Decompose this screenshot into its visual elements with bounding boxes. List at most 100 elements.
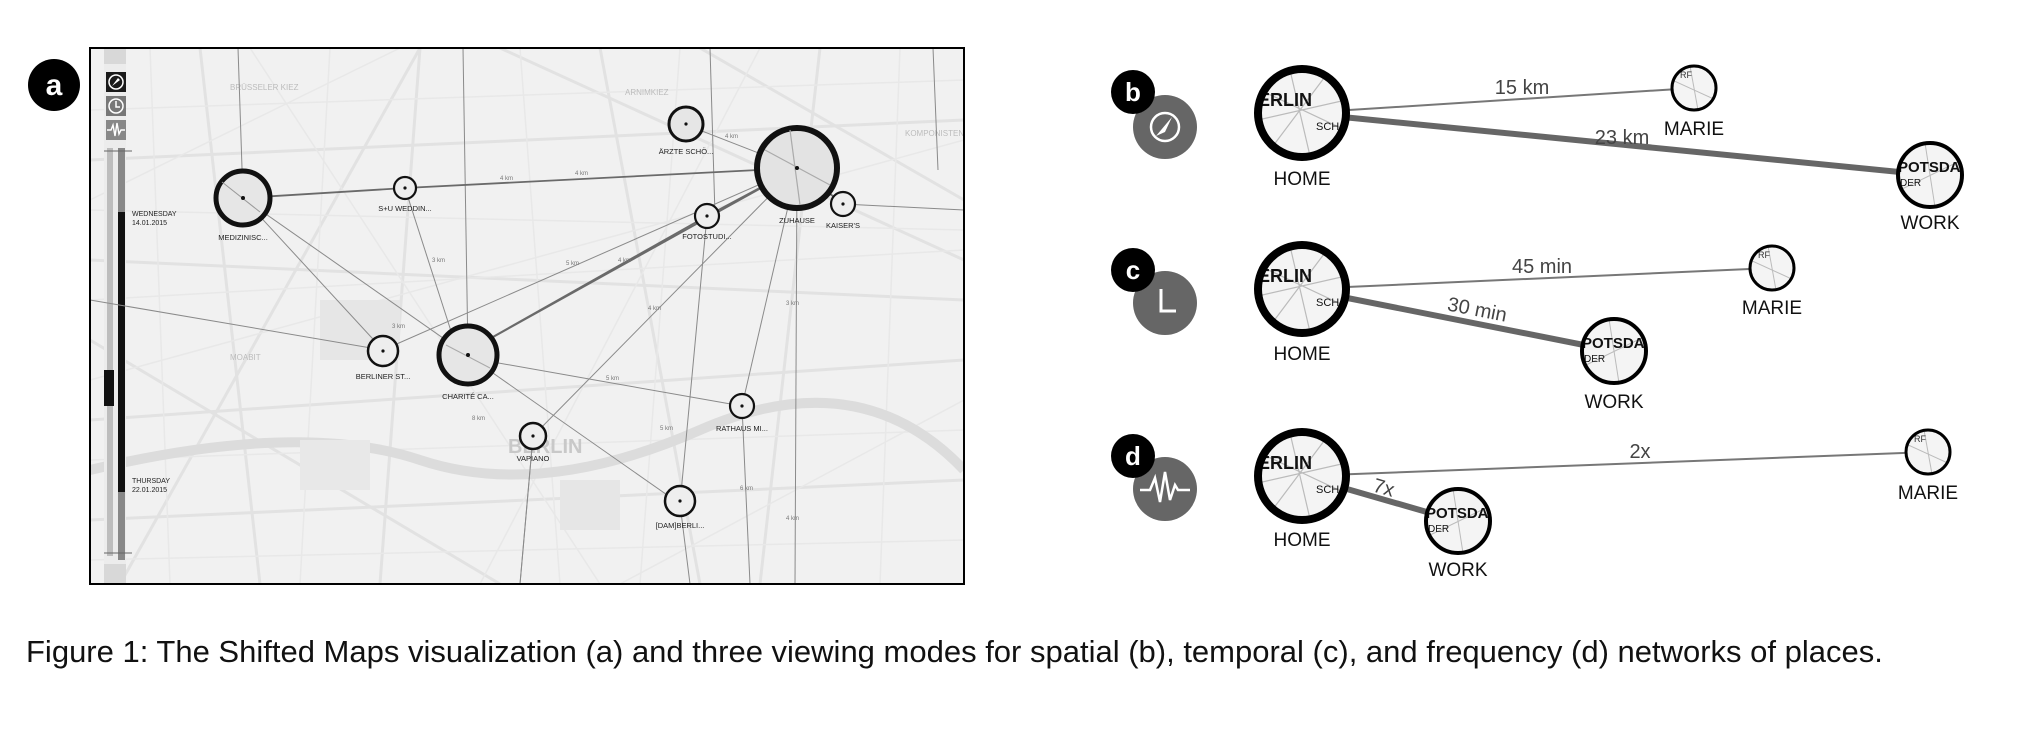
edge-label-work: 23 km [1595, 127, 1649, 149]
place-label: ZUHAUSE [779, 216, 815, 225]
home-map-text: ERLIN [1258, 453, 1312, 473]
panel-b-badge-letter: b [1125, 77, 1141, 107]
place-node-aerzte[interactable]: ÄRZTE SCHÖ... [659, 105, 714, 156]
edge-home-marie [1301, 267, 1773, 290]
edge-label-marie: 45 min [1512, 256, 1572, 278]
edge-home-marie [1301, 87, 1695, 114]
work-map-text: POTSDA [1898, 159, 1961, 176]
place-label: RATHAUS MI... [716, 424, 768, 433]
clock-icon [108, 98, 124, 114]
place-node-sud-wedding[interactable]: S+U WEDDIN... [378, 175, 432, 213]
place-node-charite[interactable]: CHARITÉ CA... [436, 323, 500, 401]
clock-icon [1159, 289, 1176, 313]
edge-label: 5 km [566, 261, 579, 267]
edge-label: 4 km [786, 516, 799, 522]
edge-label: 4 km [500, 176, 513, 182]
figure-caption: Figure 1: The Shifted Maps visualization… [26, 634, 1883, 669]
marie-label: MARIE [1742, 298, 1802, 319]
end-day: THURSDAY [132, 478, 170, 485]
edge-label: 4 km [618, 258, 631, 264]
edge-label: 6 km [740, 486, 753, 492]
start-day: WEDNESDAY [132, 211, 177, 218]
panel-d-badge: d [1111, 434, 1197, 521]
node-home[interactable]: ERLIN SCH HOME [1254, 65, 1350, 190]
work-label: WORK [1428, 560, 1487, 581]
node-marie[interactable]: RF MARIE [1664, 64, 1724, 140]
district-label: BRÜSSELER KIEZ [230, 83, 299, 92]
place-node-dam[interactable]: [DAM]BERLI... [656, 484, 705, 530]
marie-label: MARIE [1664, 119, 1724, 140]
panel-b-spatial: b 15 km 23 km ERLIN SCH HOME RF MARIE [1111, 64, 1964, 234]
spatial-mode-button[interactable] [106, 72, 126, 92]
node-work[interactable]: POTSDA DER WORK [1424, 487, 1492, 581]
place-node-berliner-str[interactable]: BERLINER ST... [356, 334, 411, 381]
work-map-text: DER [1428, 524, 1449, 535]
marie-map-text: RF [1914, 434, 1926, 444]
frequency-mode-button[interactable] [106, 120, 126, 140]
edge-label-marie: 2x [1629, 441, 1650, 463]
panel-d-frequency: d 2x 7x ERLIN SCH HOME RF MARIE [1111, 428, 1958, 581]
node-home[interactable]: ERLIN SCH HOME [1254, 241, 1350, 365]
edge-label: 3 km [432, 258, 445, 264]
place-node-zuhause[interactable]: ZUHAUSE [754, 125, 840, 225]
node-marie[interactable]: RF MARIE [1742, 244, 1802, 319]
place-label: BERLINER ST... [356, 372, 411, 381]
shifted-map-view[interactable]: BRÜSSELER KIEZ ARNIMKIEZ KOMPONISTEN MOA… [89, 47, 965, 585]
end-date: 22.01.2015 [132, 487, 167, 494]
place-network-edges [90, 48, 964, 584]
edge-home-marie [1301, 451, 1929, 477]
place-node-rathaus[interactable]: RATHAUS MI... [716, 392, 768, 433]
temporal-mode-button[interactable] [106, 96, 126, 116]
home-label: HOME [1274, 344, 1331, 365]
compass-icon [108, 74, 124, 90]
marie-label: MARIE [1898, 483, 1958, 504]
place-node-kaisers[interactable]: KAISER'S [826, 190, 860, 230]
time-slider[interactable] [104, 48, 132, 584]
work-map-text: DER [1900, 178, 1921, 189]
place-node-vapiano[interactable]: VAPIANO [517, 421, 550, 463]
marie-map-text: RF [1758, 250, 1770, 260]
work-map-text: POTSDA [1426, 505, 1489, 522]
place-node-fotostudio[interactable]: FOTOSTUDI... [682, 202, 732, 241]
place-label: CHARITÉ CA... [442, 392, 494, 401]
map-frame [89, 47, 965, 585]
place-node-medizinisch[interactable]: MEDIZINISC... [213, 168, 273, 242]
work-label: WORK [1900, 213, 1959, 234]
marie-map-text: RF [1680, 70, 1692, 80]
place-label: S+U WEDDIN... [378, 204, 432, 213]
edge-label: 4 km [575, 171, 588, 177]
edge-home-work [1301, 286, 1615, 354]
panel-a-badge: a [28, 59, 80, 111]
date-labels: WEDNESDAY 14.01.2015 THURSDAY 22.01.2015 [132, 211, 177, 494]
home-map-text: SCH [1316, 484, 1339, 496]
node-work[interactable]: POTSDA DER WORK [1896, 141, 1964, 234]
node-work[interactable]: POTSDA DER WORK [1580, 317, 1648, 413]
work-map-text: DER [1584, 354, 1605, 365]
home-label: HOME [1274, 169, 1331, 190]
panel-b-badge: b [1111, 70, 1197, 159]
node-marie[interactable]: RF MARIE [1898, 428, 1958, 504]
edge-home-work [1301, 110, 1931, 178]
district-label: ARNIMKIEZ [625, 88, 669, 97]
home-map-text: SCH [1316, 297, 1339, 309]
edge-label: 3 km [392, 324, 405, 330]
panel-d-badge-letter: d [1125, 441, 1141, 471]
home-map-text: ERLIN [1258, 266, 1312, 286]
work-label: WORK [1584, 392, 1643, 413]
district-label: MOABIT [230, 353, 261, 362]
time-slider-handle[interactable] [104, 370, 114, 406]
place-label: KAISER'S [826, 221, 860, 230]
start-date: 14.01.2015 [132, 220, 167, 227]
pulse-icon [1140, 471, 1190, 503]
compass-icon [1149, 111, 1181, 143]
home-map-text: SCH [1316, 121, 1339, 133]
edge-label-marie: 15 km [1495, 77, 1549, 99]
pulse-icon [107, 122, 125, 137]
node-home[interactable]: ERLIN SCH HOME [1254, 428, 1350, 551]
edge-distance-labels: 4 km 4 km 3 km 5 km 4 km 4 km 4 km 3 km … [392, 134, 799, 522]
place-label: FOTOSTUDI... [682, 232, 731, 241]
edge-label: 4 km [648, 306, 661, 312]
edge-label: 5 km [606, 376, 619, 382]
place-label: VAPIANO [517, 454, 550, 463]
